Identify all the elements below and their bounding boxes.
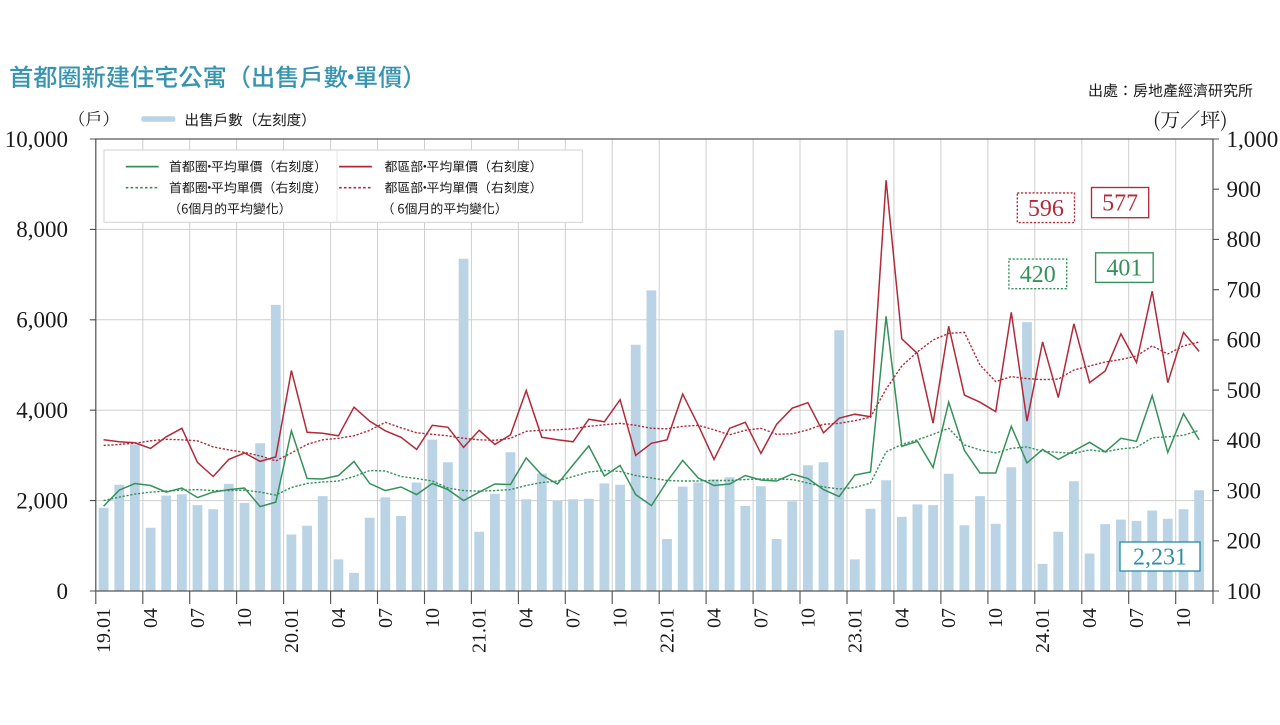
svg-text:500: 500 [1227,378,1262,403]
svg-text:10: 10 [797,608,819,628]
svg-text:04: 04 [704,608,726,628]
svg-text:24.01: 24.01 [1032,608,1054,653]
svg-text:22.01: 22.01 [657,608,679,653]
svg-text:596: 596 [1028,196,1064,222]
svg-text:07: 07 [750,608,772,628]
svg-text:900: 900 [1227,177,1262,202]
svg-text:577: 577 [1102,191,1138,217]
svg-text:10: 10 [422,608,444,628]
svg-text:04: 04 [140,608,162,628]
svg-text:10: 10 [1173,608,1195,628]
svg-text:420: 420 [1020,262,1056,288]
svg-text:07: 07 [187,608,209,628]
svg-text:20.01: 20.01 [281,608,303,653]
svg-text:07: 07 [1126,608,1148,628]
svg-text:10: 10 [610,608,632,628]
svg-text:401: 401 [1106,256,1142,282]
svg-text:21.01: 21.01 [469,608,491,653]
svg-text:2,231: 2,231 [1133,545,1187,571]
svg-text:6,000: 6,000 [16,308,68,333]
svg-text:23.01: 23.01 [844,608,866,653]
svg-text:4,000: 4,000 [16,398,68,423]
svg-text:800: 800 [1227,227,1262,252]
svg-text:07: 07 [375,608,397,628]
svg-text:10,000: 10,000 [5,127,68,152]
svg-text:07: 07 [938,608,960,628]
svg-text:1,000: 1,000 [1227,127,1279,152]
svg-text:04: 04 [891,608,913,628]
svg-text:100: 100 [1227,579,1262,604]
svg-text:2,000: 2,000 [16,488,68,513]
svg-text:04: 04 [328,608,350,628]
svg-text:600: 600 [1227,328,1262,353]
svg-text:300: 300 [1227,478,1262,503]
svg-text:8,000: 8,000 [16,217,68,242]
svg-text:0: 0 [57,579,69,604]
svg-text:10: 10 [985,608,1007,628]
svg-text:07: 07 [563,608,585,628]
svg-text:04: 04 [1079,608,1101,628]
svg-text:700: 700 [1227,278,1262,303]
svg-text:200: 200 [1227,529,1262,554]
svg-text:400: 400 [1227,428,1262,453]
svg-text:19.01: 19.01 [93,608,115,653]
svg-text:04: 04 [516,608,538,628]
svg-text:10: 10 [234,608,256,628]
